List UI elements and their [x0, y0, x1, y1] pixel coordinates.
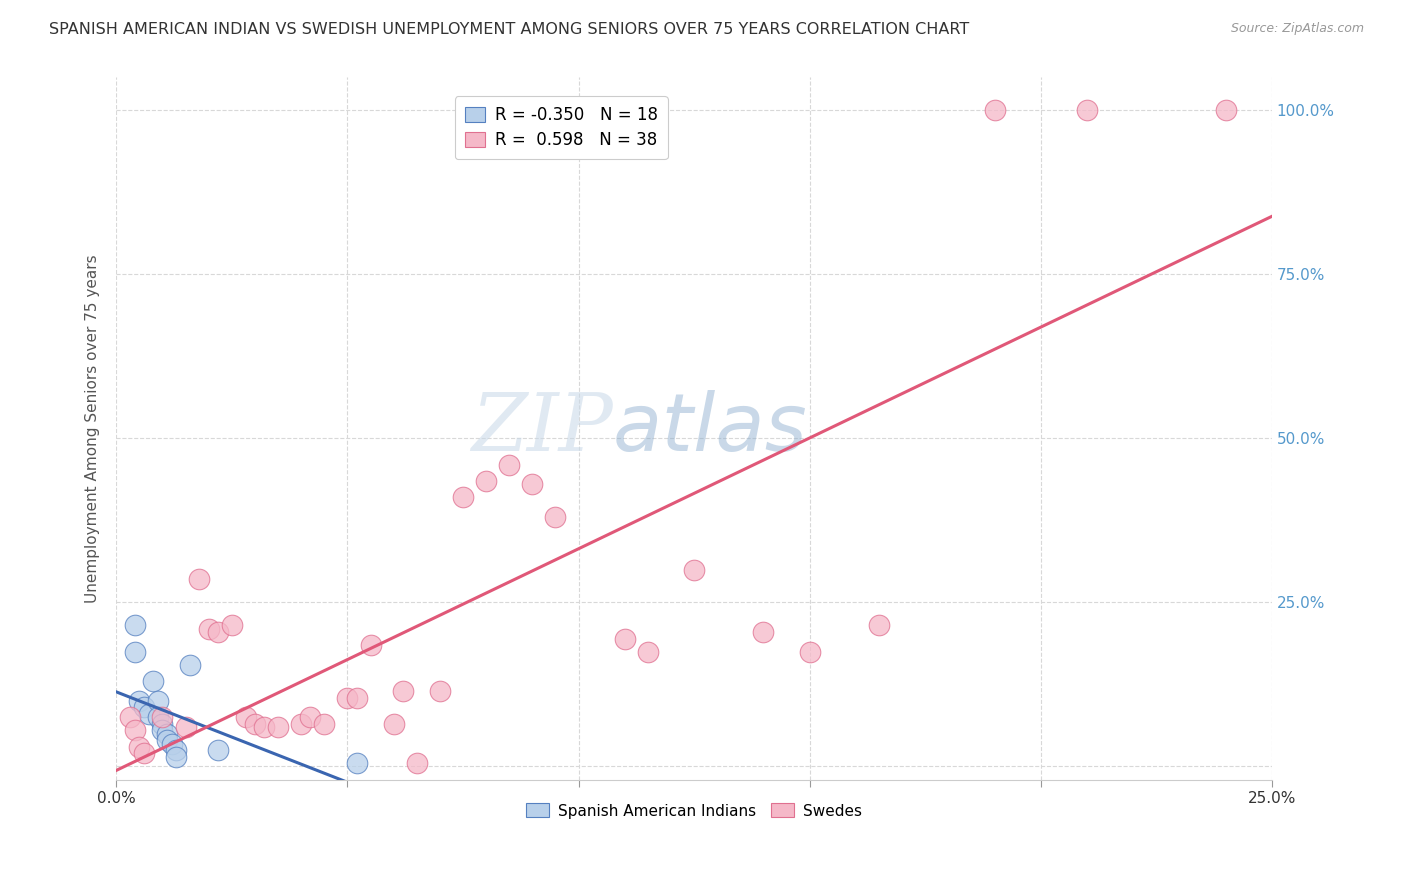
Point: [544, 510, 567, 524]
Point: [120, 710, 142, 724]
Point: [392, 684, 415, 698]
Point: [152, 723, 174, 738]
Point: [156, 726, 179, 740]
Point: [346, 756, 368, 771]
Point: [132, 700, 155, 714]
Text: atlas: atlas: [613, 390, 808, 467]
Point: [1215, 103, 1237, 118]
Point: [799, 645, 821, 659]
Point: [207, 743, 229, 757]
Point: [156, 733, 179, 747]
Point: [152, 716, 174, 731]
Point: [983, 103, 1005, 118]
Point: [868, 618, 890, 632]
Point: [188, 573, 211, 587]
Point: [197, 622, 219, 636]
Point: [522, 477, 544, 491]
Point: [179, 657, 201, 672]
Point: [1076, 103, 1098, 118]
Point: [142, 674, 165, 689]
Point: [146, 694, 169, 708]
Point: [683, 563, 706, 577]
Point: [405, 756, 427, 771]
Point: [253, 720, 276, 734]
Point: [174, 720, 197, 734]
Y-axis label: Unemployment Among Seniors over 75 years: Unemployment Among Seniors over 75 years: [86, 254, 100, 603]
Point: [138, 706, 160, 721]
Point: [152, 710, 174, 724]
Point: [124, 618, 146, 632]
Point: [752, 624, 775, 639]
Legend: Spanish American Indians, Swedes: Spanish American Indians, Swedes: [520, 797, 869, 824]
Point: [165, 743, 187, 757]
Point: [128, 694, 150, 708]
Point: [146, 710, 169, 724]
Text: Source: ZipAtlas.com: Source: ZipAtlas.com: [1230, 22, 1364, 36]
Point: [451, 491, 474, 505]
Point: [290, 716, 312, 731]
Point: [637, 645, 659, 659]
Point: [314, 716, 336, 731]
Point: [498, 458, 520, 472]
Point: [267, 720, 290, 734]
Point: [128, 739, 150, 754]
Point: [165, 749, 187, 764]
Text: ZIP: ZIP: [471, 390, 613, 467]
Point: [360, 638, 382, 652]
Point: [346, 690, 368, 705]
Point: [299, 710, 322, 724]
Point: [243, 716, 266, 731]
Point: [207, 624, 229, 639]
Point: [221, 618, 243, 632]
Point: [382, 716, 405, 731]
Point: [336, 690, 359, 705]
Point: [124, 723, 146, 738]
Point: [124, 645, 146, 659]
Point: [160, 737, 183, 751]
Point: [613, 632, 636, 646]
Point: [235, 710, 257, 724]
Point: [429, 684, 451, 698]
Point: [132, 747, 155, 761]
Point: [475, 474, 498, 488]
Text: SPANISH AMERICAN INDIAN VS SWEDISH UNEMPLOYMENT AMONG SENIORS OVER 75 YEARS CORR: SPANISH AMERICAN INDIAN VS SWEDISH UNEMP…: [49, 22, 970, 37]
